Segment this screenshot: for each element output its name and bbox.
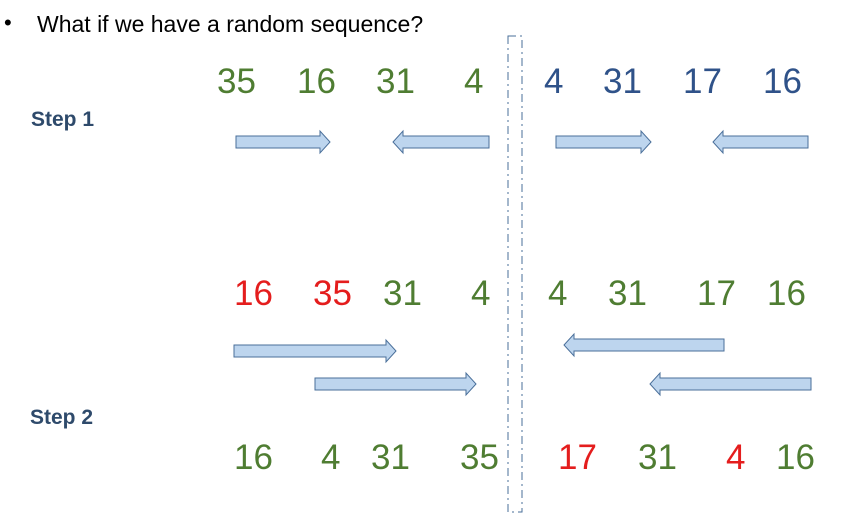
row-2-number-1: 16 xyxy=(234,274,273,313)
arrow-step1-b xyxy=(392,129,490,155)
row-3-number-6: 31 xyxy=(638,438,677,477)
row-2-number-3: 31 xyxy=(383,274,422,313)
row-1-number-2: 16 xyxy=(297,62,336,101)
row-1-number-8: 16 xyxy=(763,62,802,101)
arrow-step1-d xyxy=(712,129,809,155)
row-1-number-6: 31 xyxy=(603,62,642,101)
step-2-label: Step 2 xyxy=(30,406,94,429)
row-3-number-4: 35 xyxy=(460,438,499,477)
row-2-number-6: 31 xyxy=(608,274,647,313)
row-2-number-4: 4 xyxy=(471,274,491,313)
row-3-number-8: 16 xyxy=(776,438,815,477)
slide-title: What if we have a random sequence? xyxy=(37,11,424,37)
arrow-step2-d xyxy=(649,371,812,397)
row-1-number-5: 4 xyxy=(544,62,564,101)
row-3-number-3: 31 xyxy=(371,438,410,477)
arrow-step1-a xyxy=(235,129,331,155)
row-3-number-1: 16 xyxy=(234,438,273,477)
row-2-number-5: 4 xyxy=(548,274,568,313)
row-3-number-2: 4 xyxy=(321,438,341,477)
row-2-number-7: 17 xyxy=(697,274,736,313)
row-1-number-4: 4 xyxy=(464,62,484,101)
row-2-number-2: 35 xyxy=(313,274,352,313)
arrow-step2-c xyxy=(563,332,725,358)
row-3-number-7: 4 xyxy=(726,438,746,477)
row-1-number-3: 31 xyxy=(376,62,415,101)
arrow-step2-b xyxy=(314,371,477,397)
step-1-label: Step 1 xyxy=(31,108,95,131)
arrow-step2-a xyxy=(233,338,397,364)
bullet-point: • xyxy=(4,10,12,35)
row-3-number-5: 17 xyxy=(558,438,597,477)
divider-box xyxy=(507,35,523,513)
row-1-number-7: 17 xyxy=(683,62,722,101)
row-1-number-1: 35 xyxy=(217,62,256,101)
row-2-number-8: 16 xyxy=(767,274,806,313)
arrow-step1-c xyxy=(555,129,652,155)
